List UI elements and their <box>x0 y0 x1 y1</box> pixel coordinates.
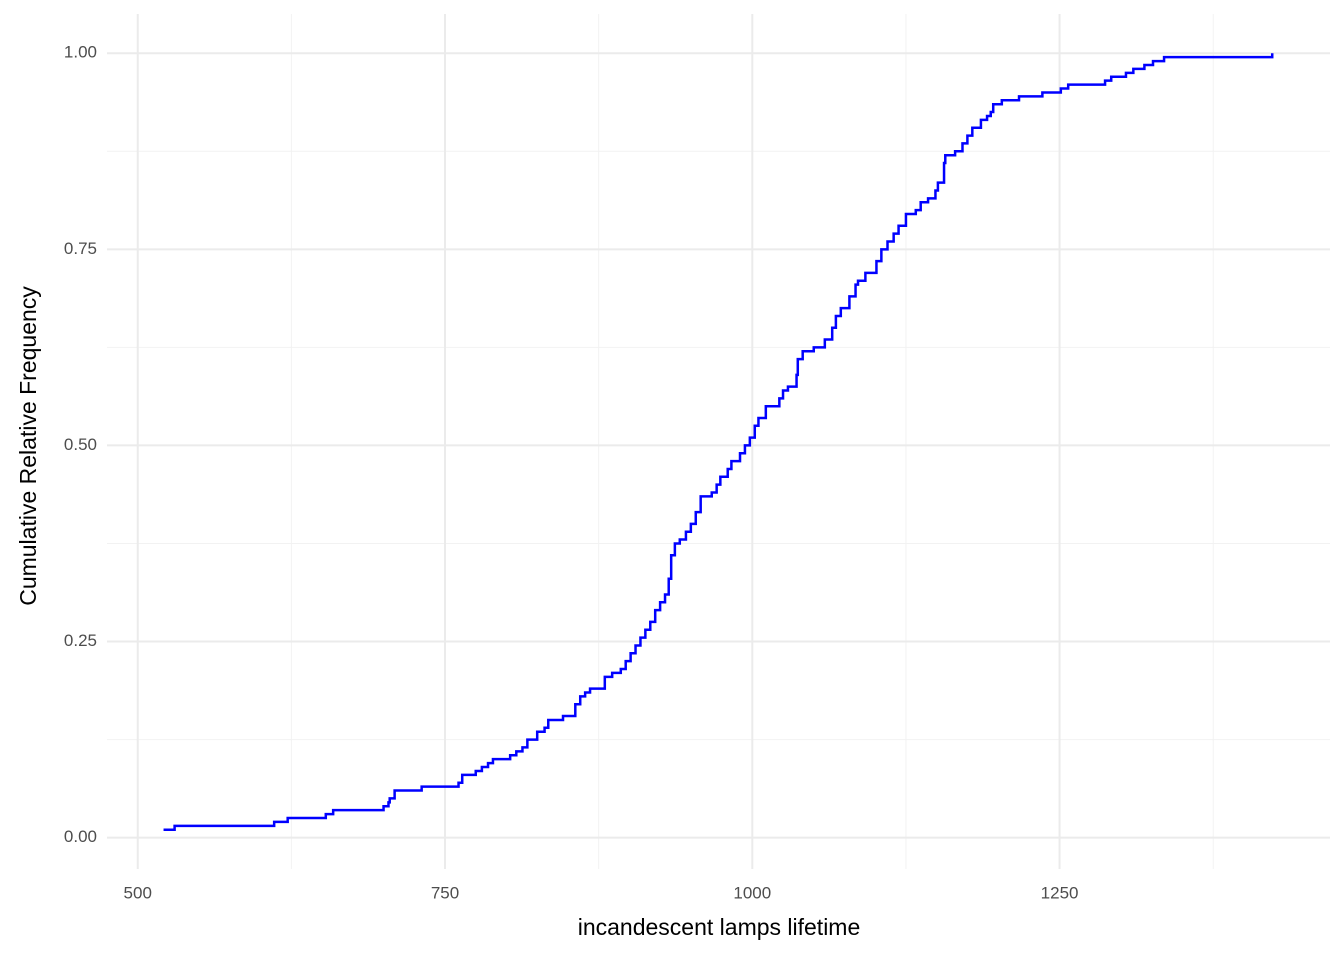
x-tick-label: 500 <box>124 883 152 902</box>
y-tick-label: 0.25 <box>64 631 97 650</box>
x-axis-title: incandescent lamps lifetime <box>578 914 861 940</box>
y-axis-title: Cumulative Relative Frequency <box>15 286 41 606</box>
x-tick-label: 1000 <box>733 883 771 902</box>
y-tick-label: 0.50 <box>64 435 97 454</box>
y-tick-label: 0.75 <box>64 239 97 258</box>
x-tick-label: 750 <box>431 883 459 902</box>
y-tick-label: 0.00 <box>64 827 97 846</box>
ecdf-line <box>163 53 1274 832</box>
x-tick-label: 1250 <box>1041 883 1079 902</box>
y-tick-label: 1.00 <box>64 43 97 62</box>
